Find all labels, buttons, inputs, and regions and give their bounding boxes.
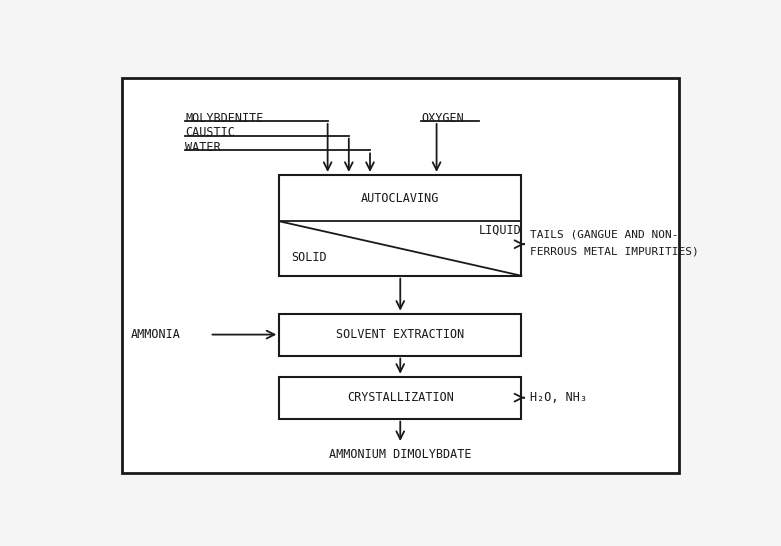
Text: SOLVENT EXTRACTION: SOLVENT EXTRACTION bbox=[336, 328, 465, 341]
Text: LIQUID: LIQUID bbox=[479, 223, 522, 236]
Bar bbox=[280, 313, 521, 355]
Text: OXYGEN: OXYGEN bbox=[422, 111, 464, 124]
Text: AMMONIUM DIMOLYBDATE: AMMONIUM DIMOLYBDATE bbox=[329, 448, 472, 461]
Bar bbox=[280, 377, 521, 419]
Bar bbox=[280, 175, 521, 276]
Text: WATER: WATER bbox=[185, 141, 221, 154]
Text: H₂O, NH₃: H₂O, NH₃ bbox=[530, 391, 587, 404]
Text: AMMONIA: AMMONIA bbox=[131, 328, 180, 341]
Text: CRYSTALLIZATION: CRYSTALLIZATION bbox=[347, 391, 454, 404]
Text: SOLID: SOLID bbox=[291, 251, 327, 264]
Text: AUTOCLAVING: AUTOCLAVING bbox=[361, 192, 440, 205]
Text: CAUSTIC: CAUSTIC bbox=[185, 126, 235, 139]
Text: TAILS (GANGUE AND NON-: TAILS (GANGUE AND NON- bbox=[530, 230, 679, 240]
Text: FERROUS METAL IMPURITIES): FERROUS METAL IMPURITIES) bbox=[530, 247, 699, 257]
Text: MOLYBDENITE: MOLYBDENITE bbox=[185, 111, 264, 124]
